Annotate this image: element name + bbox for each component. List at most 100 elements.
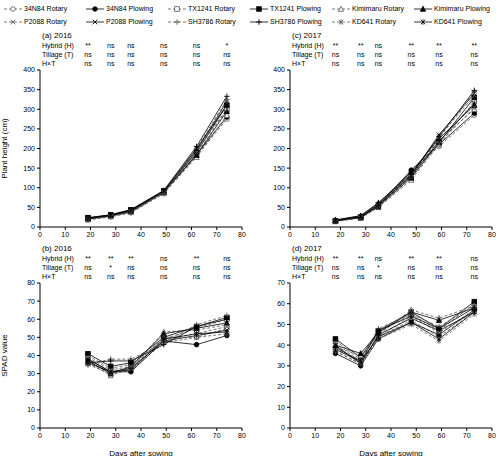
svg-text:30: 30 [362,231,370,238]
html-text:ns: ns [127,42,135,49]
svg-text:30: 30 [27,370,35,377]
svg-text:70: 70 [463,231,471,238]
svg-text:50: 50 [162,231,170,238]
svg-text:20: 20 [87,231,95,238]
svg-text:30: 30 [362,432,370,439]
svg-text:40: 40 [137,231,145,238]
html-text:(b) 2016: (b) 2016 [42,244,72,253]
svg-text:200: 200 [273,145,285,152]
svg-text:80: 80 [238,432,246,439]
svg-text:30: 30 [112,432,120,439]
svg-text:200: 200 [23,145,35,152]
svg-text:50: 50 [412,432,420,439]
svg-text:10: 10 [61,432,69,439]
svg-text:70: 70 [213,432,221,439]
svg-text:80: 80 [27,279,35,286]
html-text:P2088 Rotary: P2088 Rotary [24,18,67,25]
svg-text:50: 50 [277,204,285,211]
html-text:ns: ns [107,51,115,58]
html-text:P2088 Plowing: P2088 Plowing [106,18,153,25]
svg-text:60: 60 [438,432,446,439]
svg-text:40: 40 [387,432,395,439]
svg-text:250: 250 [273,125,285,132]
svg-text:Plant height (cm): Plant height (cm) [8,118,9,179]
svg-text:100: 100 [23,184,35,191]
svg-text:40: 40 [387,231,395,238]
html-text:ns: ns [127,51,135,58]
svg-text:100: 100 [273,184,285,191]
svg-text:70: 70 [27,298,35,305]
html-text:Kimimaru Rotary: Kimimaru Rotary [352,5,405,12]
svg-text:80: 80 [238,231,246,238]
svg-text:0: 0 [38,432,42,439]
svg-text:20: 20 [337,231,345,238]
svg-text:40: 40 [27,352,35,359]
html-text:SH3786 Rotary: SH3786 Rotary [188,18,236,25]
html-text:(d) 2017: (d) 2017 [292,244,322,253]
svg-text:50: 50 [162,432,170,439]
html-text:ns: ns [192,42,201,49]
html-text:KD641 Rotary: KD641 Rotary [352,18,396,25]
svg-text:0: 0 [31,424,35,431]
svg-text:60: 60 [27,316,35,323]
svg-text:0: 0 [281,424,285,431]
svg-text:250: 250 [23,125,35,132]
svg-text:60: 60 [188,231,196,238]
svg-text:150: 150 [273,165,285,172]
svg-text:400: 400 [273,66,285,73]
svg-text:60: 60 [188,432,196,439]
svg-text:20: 20 [87,432,95,439]
html-text:TX1241 Plowing: TX1241 Plowing [270,5,321,12]
svg-text:50: 50 [277,321,285,328]
html-text:Hybrid (H): Hybrid (H) [42,42,74,49]
svg-text:10: 10 [311,231,319,238]
svg-text:80: 80 [488,432,492,439]
svg-text:10: 10 [311,432,319,439]
html-text:ns: ns [84,51,92,58]
svg-text:0: 0 [281,223,285,230]
svg-text:50: 50 [27,204,35,211]
svg-text:70: 70 [277,279,285,286]
svg-text:30: 30 [112,231,120,238]
svg-text:10: 10 [61,231,69,238]
svg-text:SPAD value: SPAD value [8,334,9,377]
svg-text:350: 350 [273,86,285,93]
svg-text:20: 20 [27,388,35,395]
html-text:TX1241 Rotary: TX1241 Rotary [188,5,236,12]
svg-text:150: 150 [23,165,35,172]
html-text:Tillage (T): Tillage (T) [42,51,74,58]
svg-text:60: 60 [277,300,285,307]
svg-text:40: 40 [137,432,145,439]
svg-text:80: 80 [488,231,492,238]
html-text:(a) 2016: (a) 2016 [42,31,72,40]
svg-text:300: 300 [23,106,35,113]
html-text:34N84 Plowing: 34N84 Plowing [106,5,154,12]
svg-text:0: 0 [31,223,35,230]
svg-text:70: 70 [213,231,221,238]
svg-text:50: 50 [412,231,420,238]
svg-text:Days after sowing: Days after sowing [359,449,423,456]
svg-text:10: 10 [277,404,285,411]
html-text:Kimimaru Plowing: Kimimaru Plowing [434,5,490,12]
svg-text:350: 350 [23,86,35,93]
svg-text:40: 40 [277,342,285,349]
html-text:ns: ns [160,42,168,49]
svg-text:0: 0 [288,432,292,439]
svg-text:0: 0 [288,231,292,238]
svg-text:400: 400 [23,66,35,73]
html-text:ns: ns [107,42,115,49]
html-text:SH3786 Plowing: SH3786 Plowing [270,18,322,25]
svg-text:10: 10 [27,406,35,413]
html-text:(c) 2017: (c) 2017 [292,31,322,40]
svg-text:30: 30 [277,362,285,369]
svg-text:300: 300 [273,106,285,113]
svg-text:0: 0 [38,231,42,238]
html-text:KD641 Plowing: KD641 Plowing [434,18,482,25]
svg-text:60: 60 [438,231,446,238]
html-text:34N84 Rotary: 34N84 Rotary [24,5,68,12]
svg-text:Days after sowing: Days after sowing [109,449,173,456]
svg-text:50: 50 [27,334,35,341]
svg-text:70: 70 [463,432,471,439]
svg-text:20: 20 [277,383,285,390]
svg-text:20: 20 [337,432,345,439]
